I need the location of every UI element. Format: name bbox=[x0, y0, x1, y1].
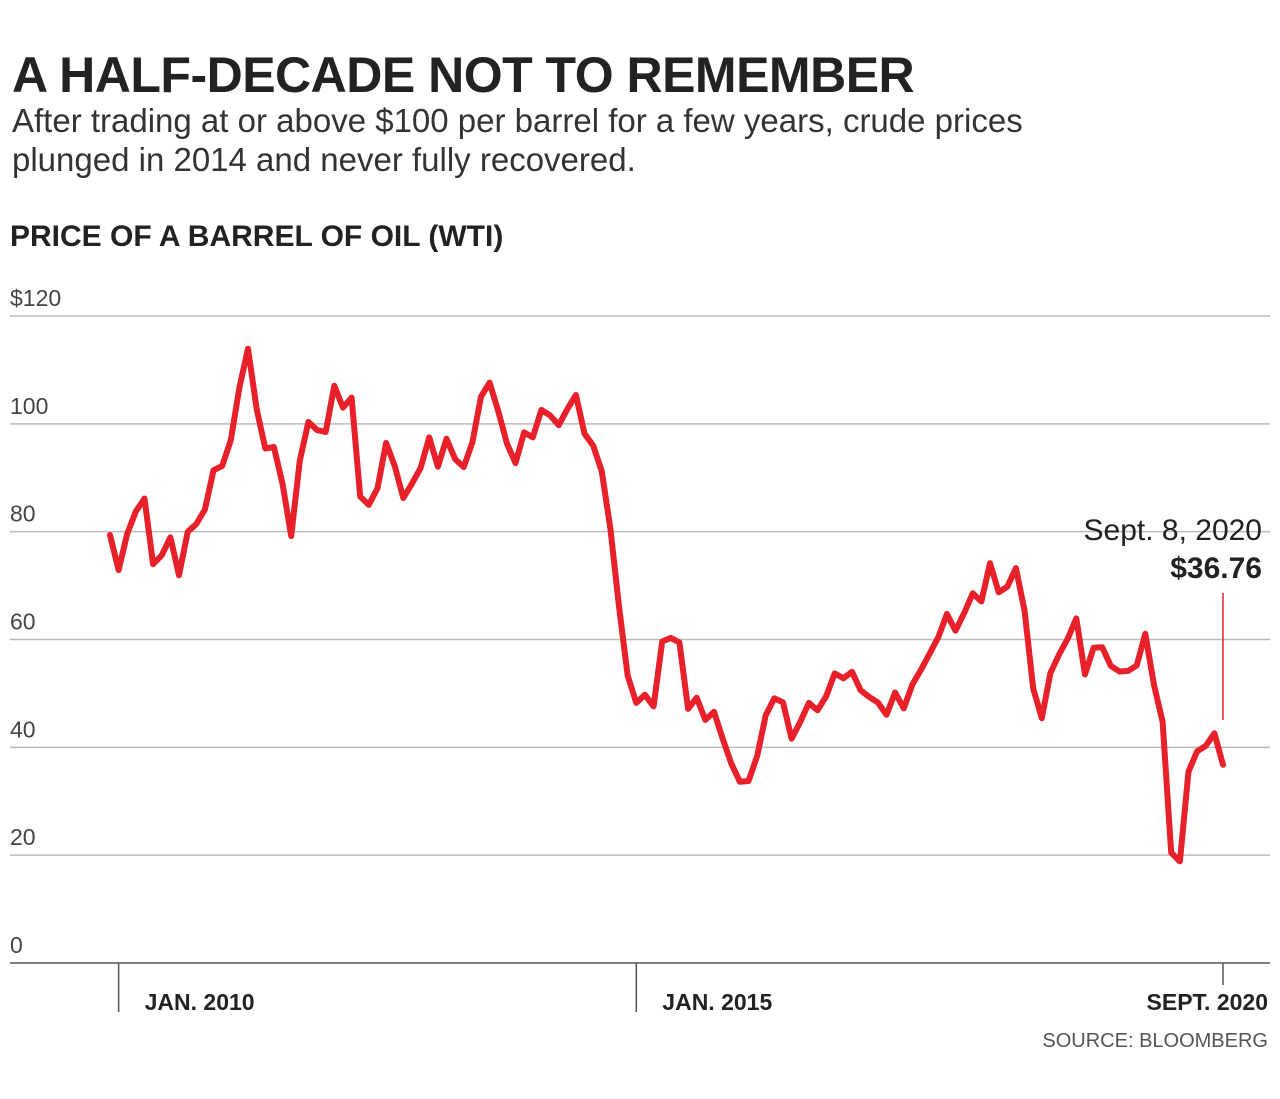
subtitle: After trading at or above $100 per barre… bbox=[12, 102, 1023, 139]
price-line bbox=[107, 345, 1226, 865]
chart-title: A HALF-DECADE NOT TO REMEMBER bbox=[12, 47, 915, 103]
y-tick-label: 40 bbox=[10, 716, 36, 742]
y-tick-label: 20 bbox=[10, 824, 36, 850]
x-tick-label: JAN. 2010 bbox=[145, 989, 255, 1015]
y-tick-label: 80 bbox=[10, 501, 36, 527]
chart-heading: PRICE OF A BARREL OF OIL (WTI) bbox=[10, 220, 503, 253]
x-tick-label: JAN. 2015 bbox=[662, 989, 772, 1015]
value-label: $36.76 bbox=[1170, 552, 1262, 585]
x-tick-label: SEPT. 2020 bbox=[1147, 989, 1268, 1015]
annotation: Sept. 8, 2020 bbox=[1084, 514, 1262, 547]
source: SOURCE: BLOOMBERG bbox=[1042, 1030, 1268, 1052]
y-tick-label: $120 bbox=[10, 285, 61, 311]
y-tick-label: 0 bbox=[10, 932, 23, 958]
y-tick-label: 60 bbox=[10, 609, 36, 635]
subtitle: plunged in 2014 and never fully recovere… bbox=[12, 141, 636, 178]
y-tick-label: 100 bbox=[10, 393, 48, 419]
